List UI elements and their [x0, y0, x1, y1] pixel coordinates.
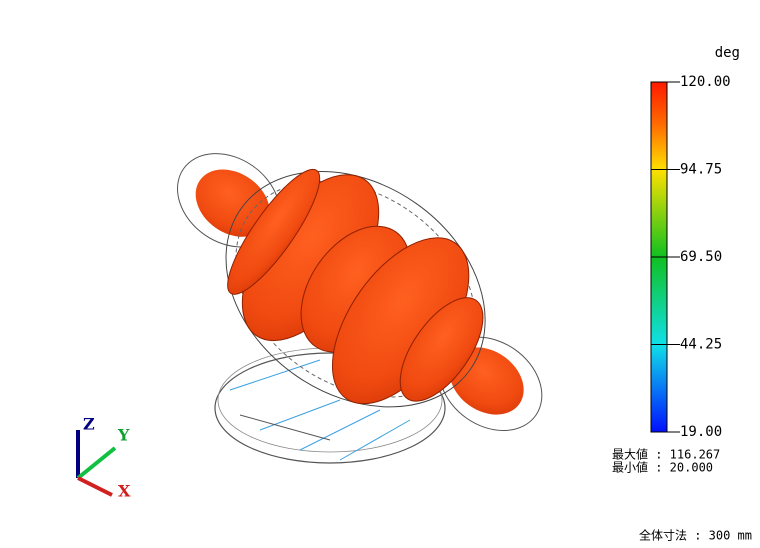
min-value: 最小値 : 20.000	[612, 460, 713, 475]
axis-x-label: X	[118, 482, 131, 501]
legend-tick-label: 19.00	[680, 424, 722, 440]
color-legend: deg 120.00 94.75 69.50 44.25 19.00 最大値 : 116…	[612, 45, 740, 475]
axis-z-label: Z	[83, 415, 95, 434]
max-value: 最大値 : 116.267	[612, 447, 720, 462]
legend-unit: deg	[715, 45, 740, 61]
axis-y-label: Y	[117, 426, 130, 445]
legend-tick-label: 44.25	[680, 337, 722, 353]
triad: Z Y X	[76, 415, 131, 501]
overall-size: 全体寸法 : 300 mm	[639, 528, 752, 543]
model	[177, 153, 543, 464]
legend-tick-label: 69.50	[680, 249, 722, 265]
legend-tick-label: 94.75	[680, 162, 722, 178]
legend-tick-label: 120.00	[680, 74, 731, 90]
